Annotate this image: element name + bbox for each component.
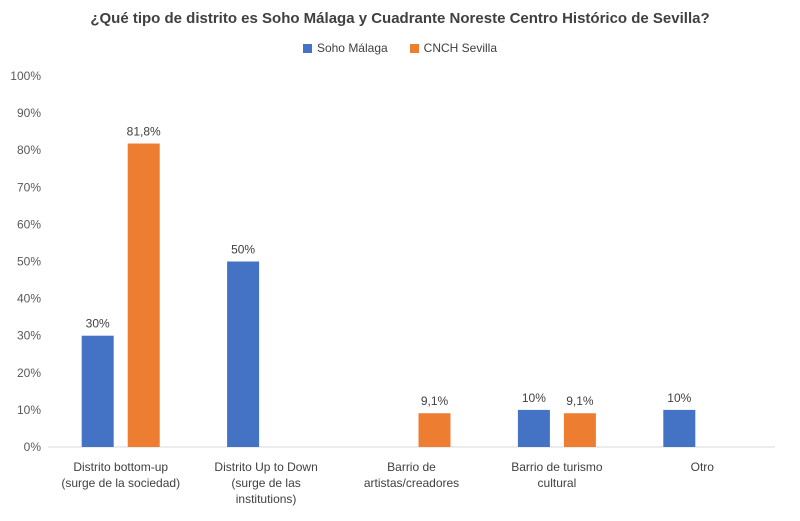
y-tick-label: 20% <box>17 366 41 380</box>
y-tick-label: 60% <box>17 217 41 231</box>
legend-item-soho: Soho Málaga <box>302 41 388 55</box>
bar <box>418 413 451 447</box>
y-tick-label: 40% <box>17 292 41 306</box>
data-label: 10% <box>667 391 691 405</box>
legend-swatch-cnch <box>409 43 419 53</box>
bar <box>563 413 596 447</box>
x-tick-label: (surge de las <box>231 476 300 490</box>
x-tick-label: Otro <box>691 460 715 474</box>
bar <box>127 143 160 447</box>
chart-title: ¿Qué tipo de distrito es Soho Málaga y C… <box>90 10 710 27</box>
y-tick-label: 30% <box>17 329 41 343</box>
bar <box>227 261 260 447</box>
legend-swatch-soho <box>302 43 312 53</box>
y-tick-label: 10% <box>17 403 41 417</box>
bar <box>517 409 550 447</box>
legend: Soho Málaga CNCH Sevilla <box>0 41 800 55</box>
data-label: 50% <box>231 243 255 257</box>
x-tick-label: artistas/creadores <box>364 476 459 490</box>
x-tick-label: Barrio de turismo <box>511 460 603 474</box>
y-tick-label: 80% <box>17 143 41 157</box>
y-tick-label: 100% <box>10 69 41 83</box>
data-label: 9,1% <box>566 394 594 408</box>
data-label: 30% <box>86 317 110 331</box>
y-tick-label: 70% <box>17 180 41 194</box>
y-tick-label: 0% <box>24 440 42 454</box>
data-label: 81,8% <box>127 125 161 139</box>
legend-label-cnch: CNCH Sevilla <box>423 41 498 55</box>
x-tick-label: cultural <box>538 476 577 490</box>
x-tick-label: (surge de la sociedad) <box>61 476 180 490</box>
bar <box>81 335 114 447</box>
x-tick-label: Barrio de <box>387 460 436 474</box>
legend-label-soho: Soho Málaga <box>316 41 388 55</box>
y-tick-label: 50% <box>17 255 41 269</box>
legend-item-cnch: CNCH Sevilla <box>409 41 498 55</box>
x-tick-label: Distrito bottom-up <box>73 460 168 474</box>
x-tick-label: Distrito Up to Down <box>214 460 317 474</box>
y-tick-label: 90% <box>17 106 41 120</box>
bar <box>663 409 696 447</box>
data-label: 9,1% <box>421 394 449 408</box>
x-tick-label: institutions) <box>236 492 297 506</box>
data-label: 10% <box>522 391 546 405</box>
